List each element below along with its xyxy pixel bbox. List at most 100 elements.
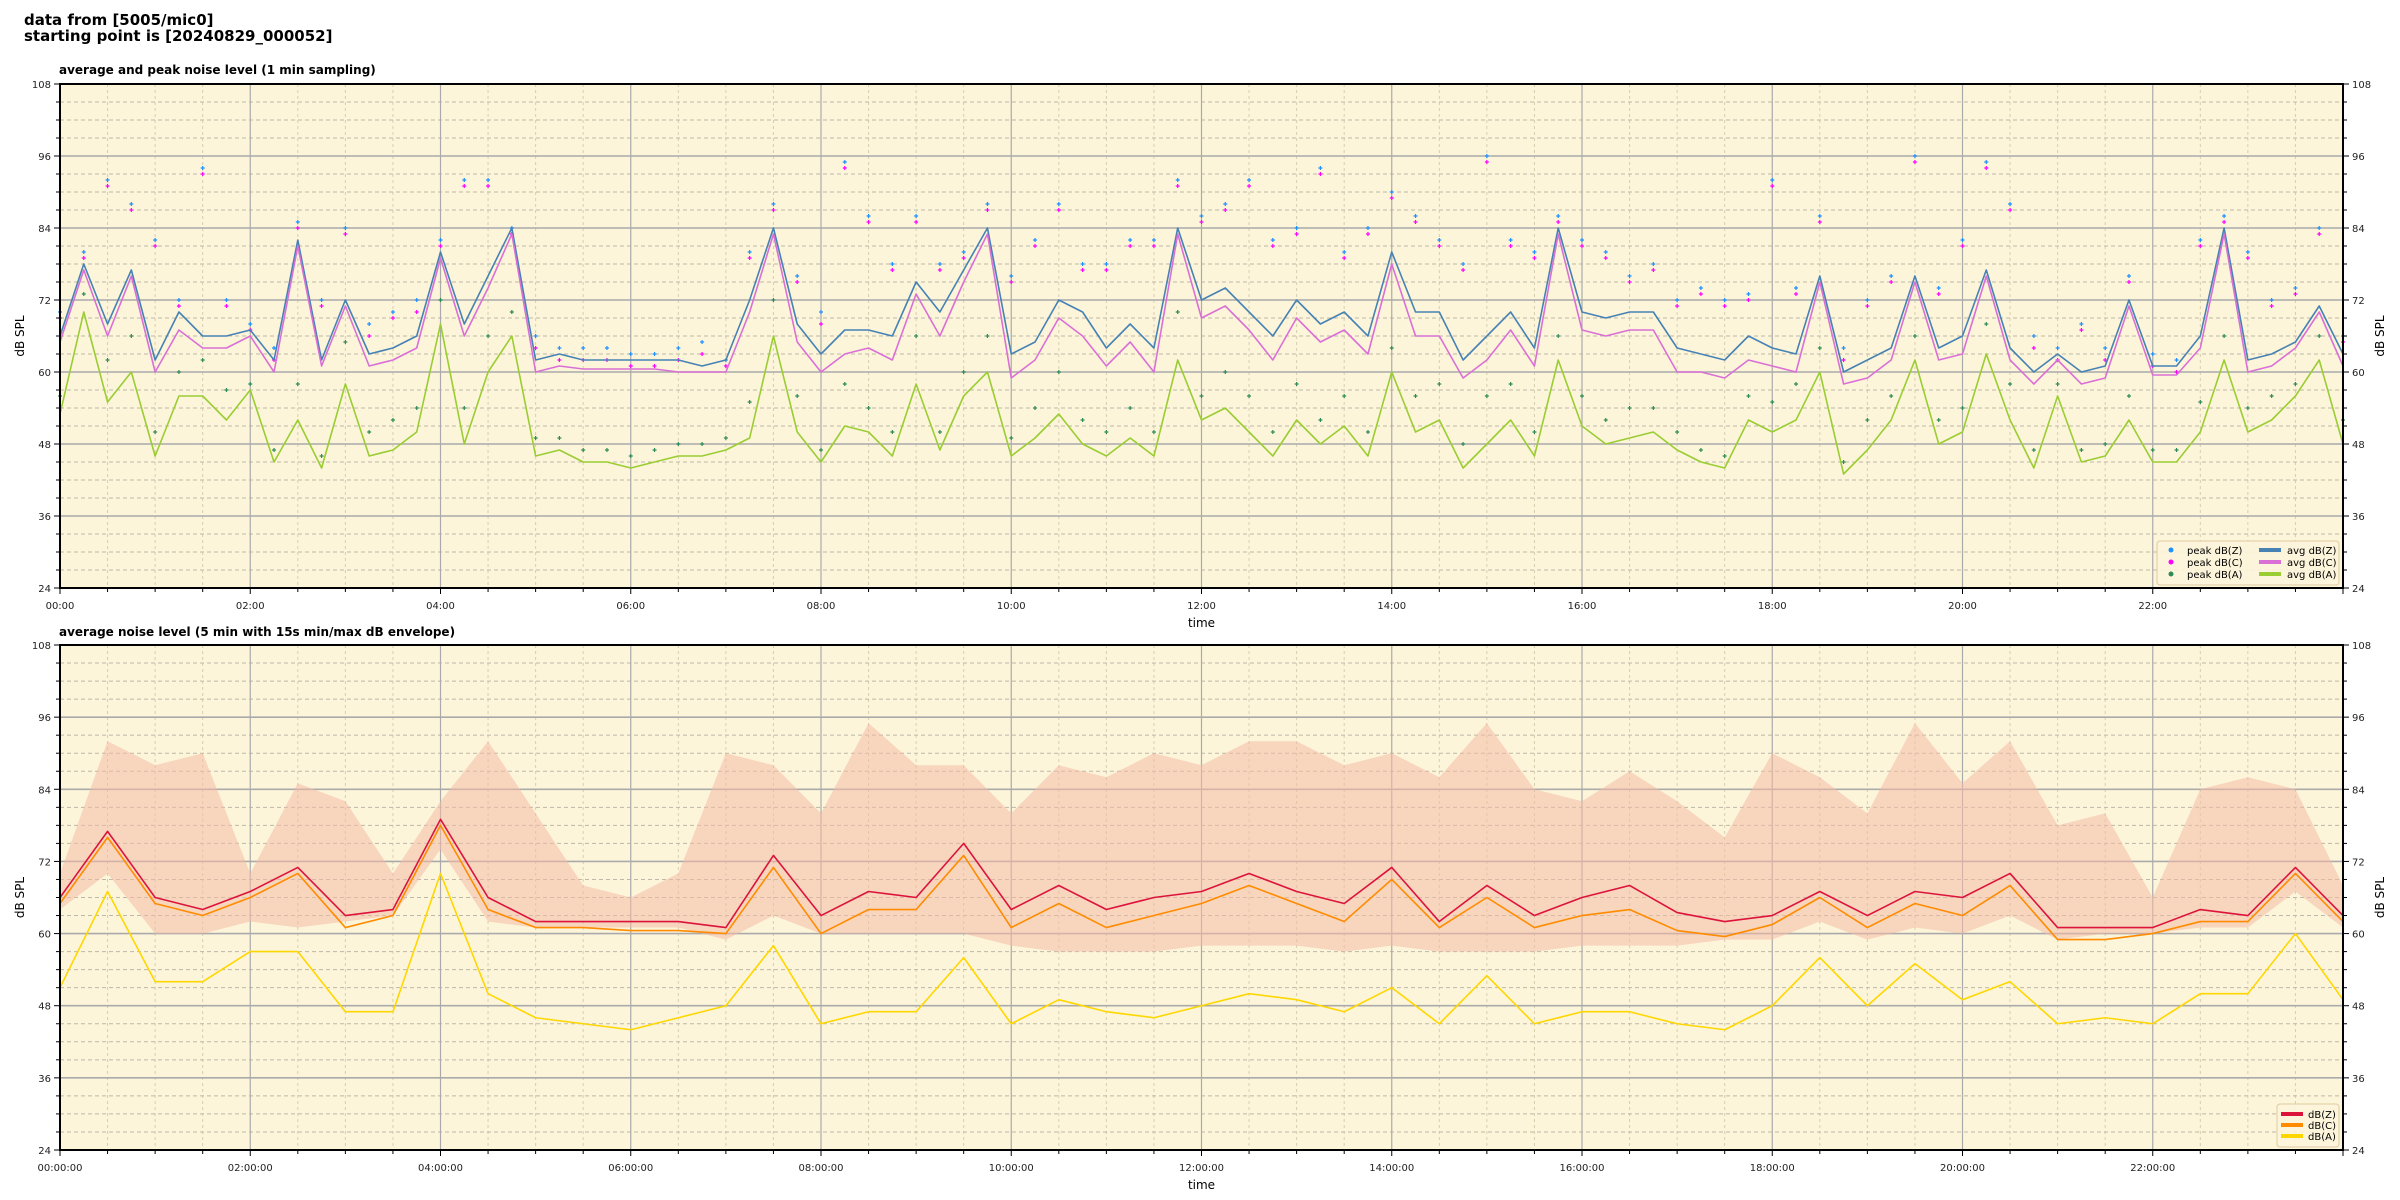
x-tick-label: 06:00 <box>616 601 645 612</box>
legend-label: dB(C) <box>2308 1121 2336 1132</box>
peak-marker-peakdba <box>747 400 752 404</box>
x-tick-label: 00:00:00 <box>38 1163 83 1174</box>
peak-marker-peakdbz <box>248 322 253 326</box>
peak-marker-peakdba <box>2245 406 2250 410</box>
peak-marker-peakdbz <box>842 160 847 164</box>
x-tick-label: 18:00 <box>1758 601 1787 612</box>
y-tick-label-right: 84 <box>2352 785 2365 796</box>
peak-marker-peakdbz <box>462 178 467 182</box>
header-source: data from [5005/mic0] <box>24 11 214 29</box>
peak-marker-peakdbz <box>2222 214 2227 218</box>
peak-marker-peakdbc <box>1437 244 1442 248</box>
peak-marker-peakdbz <box>1936 286 1941 290</box>
peak-marker-peakdba <box>2174 448 2179 452</box>
legend-label: avg dB(Z) <box>2287 546 2337 557</box>
peak-marker-peakdbc <box>2008 208 2013 212</box>
y-tick-label-right: 72 <box>2352 857 2365 868</box>
peak-marker-peakdba <box>224 388 229 392</box>
peak-marker-peakdbz <box>1675 298 1680 302</box>
peak-marker-peakdba <box>176 370 181 374</box>
peak-marker-peakdbz <box>795 274 800 278</box>
y-tick-label-left: 36 <box>38 1074 51 1085</box>
peak-marker-peakdbz <box>1033 238 1038 242</box>
peak-marker-peakdba <box>414 406 419 410</box>
legend-box <box>2156 540 2340 586</box>
x-tick-label: 04:00 <box>426 601 455 612</box>
peak-marker-peakdbc <box>1270 244 1275 248</box>
peak-marker-peakdba <box>557 436 562 440</box>
peak-marker-peakdbc <box>1841 358 1846 362</box>
legend-marker-icon <box>2168 559 2174 565</box>
peak-marker-peakdbc <box>866 220 871 224</box>
peak-marker-peakdbz <box>2126 274 2131 278</box>
peak-marker-peakdba <box>1413 394 1418 398</box>
series-line-dbz <box>59 818 2344 929</box>
peak-marker-peakdbz <box>1889 274 1894 278</box>
peak-marker-peakdbc <box>1770 184 1775 188</box>
series-line-avgdbz <box>59 227 2344 373</box>
peak-marker-peakdba <box>1722 454 1727 458</box>
peak-marker-peakdba <box>2008 382 2013 386</box>
peak-marker-peakdba <box>795 394 800 398</box>
peak-marker-peakdbc <box>200 172 205 176</box>
peak-marker-peakdba <box>1437 382 1442 386</box>
peak-marker-peakdbc <box>105 184 110 188</box>
peak-marker-peakdbc <box>153 244 158 248</box>
peak-marker-peakdbc <box>1889 280 1894 284</box>
y-tick-label-right: 24 <box>2352 584 2365 595</box>
peak-marker-peakdba <box>2198 400 2203 404</box>
peak-marker-peakdba <box>890 430 895 434</box>
x-tick-label: 10:00 <box>997 601 1026 612</box>
peak-marker-peakdbc <box>1175 184 1180 188</box>
peak-marker-peakdbc <box>1365 232 1370 236</box>
peak-marker-peakdba <box>866 406 871 410</box>
x-tick-label: 00:00 <box>46 601 75 612</box>
peak-marker-peakdbc <box>1199 220 1204 224</box>
peak-marker-peakdba <box>1151 430 1156 434</box>
peak-marker-peakdbc <box>937 268 942 272</box>
peak-marker-peakdbz <box>890 262 895 266</box>
peak-marker-peakdbz <box>1556 214 1561 218</box>
peak-marker-peakdba <box>700 442 705 446</box>
x-tick-label: 18:00:00 <box>1750 1163 1795 1174</box>
peak-marker-peakdbz <box>1912 154 1917 158</box>
peak-marker-peakdba <box>819 448 823 452</box>
peak-marker-peakdbc <box>1508 244 1513 248</box>
peak-marker-peakdbz <box>1960 238 1965 242</box>
peak-marker-peakdbz <box>628 352 633 356</box>
peak-marker-peakdba <box>462 406 467 410</box>
legend-marker-icon <box>2168 547 2174 553</box>
peak-marker-peakdbz <box>1270 238 1275 242</box>
peak-marker-peakdba <box>604 448 609 452</box>
peak-marker-peakdbc <box>2198 244 2203 248</box>
peak-marker-peakdbz <box>105 178 110 182</box>
peak-marker-peakdbc <box>1294 232 1299 236</box>
peak-marker-peakdba <box>1199 394 1204 398</box>
peak-marker-peakdba <box>1294 382 1299 386</box>
peak-marker-peakdbc <box>1794 292 1799 296</box>
peak-marker-peakdba <box>533 436 538 440</box>
peak-marker-peakdba <box>367 430 372 434</box>
peak-marker-peakdbc <box>985 208 990 212</box>
y-tick-label-right: 60 <box>2352 930 2365 941</box>
peak-marker-peakdbz <box>2174 358 2179 362</box>
peak-marker-peakdbz <box>1104 262 1109 266</box>
y-tick-label-left: 72 <box>38 857 51 868</box>
x-tick-label: 16:00 <box>1568 601 1597 612</box>
peak-marker-peakdbc <box>2174 370 2179 374</box>
peak-marker-peakdbz <box>2198 238 2203 242</box>
peak-marker-peakdbc <box>1556 220 1561 224</box>
peak-marker-peakdbc <box>842 166 847 170</box>
peak-marker-peakdba <box>200 358 205 362</box>
peak-marker-peakdbc <box>747 256 752 260</box>
peak-marker-peakdba <box>1508 382 1513 386</box>
y-axis-label-left: dB SPL <box>13 877 27 919</box>
peak-marker-peakdbc <box>1580 244 1584 248</box>
y-tick-label-right: 48 <box>2352 440 2365 451</box>
peak-marker-peakdbz <box>985 202 990 206</box>
peak-marker-peakdba <box>676 442 681 446</box>
y-tick-label-left: 48 <box>38 1002 51 1013</box>
peak-marker-peakdbc <box>2222 220 2227 224</box>
peak-marker-peakdba <box>1889 394 1894 398</box>
